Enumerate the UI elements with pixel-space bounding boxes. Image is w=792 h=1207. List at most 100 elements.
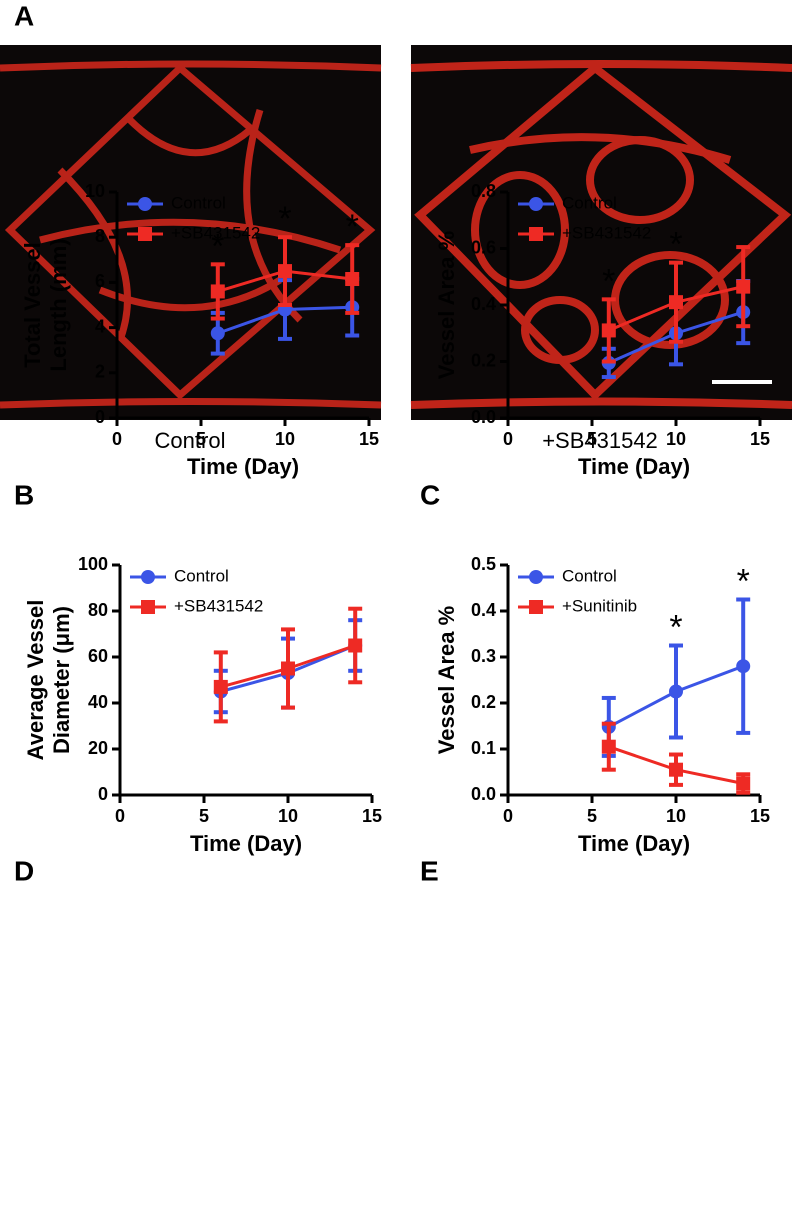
data-point [736, 659, 751, 674]
x-tick-label: 0 [503, 429, 513, 449]
legend-label: Control [562, 566, 617, 585]
y-tick-label: 6 [95, 271, 105, 291]
y-tick-label: 60 [88, 646, 108, 666]
y-tick-label: 40 [88, 692, 108, 712]
significance-marker: * [602, 262, 615, 300]
panel-label: C [420, 479, 440, 510]
x-tick-label: 0 [503, 806, 513, 826]
significance-marker: * [669, 608, 682, 646]
data-point [210, 326, 225, 341]
significance-marker: * [737, 562, 750, 600]
y-tick-label: 0.8 [471, 181, 496, 201]
data-point [278, 264, 292, 279]
y-axis-label: Diameter (μm) [49, 606, 74, 754]
y-tick-label: 0.3 [471, 646, 496, 666]
x-tick-label: 0 [112, 429, 122, 449]
data-point [345, 272, 360, 287]
legend-label: +SB431542 [174, 596, 263, 615]
y-tick-label: 0 [98, 784, 108, 804]
data-point [281, 661, 295, 676]
panel-label: A [14, 0, 34, 31]
legend-label: +SB431542 [171, 223, 260, 242]
y-axis-label: Total Vessel [20, 242, 45, 368]
y-tick-label: 0.4 [471, 600, 496, 620]
y-tick-label: 20 [88, 738, 108, 758]
data-point [736, 776, 751, 791]
y-tick-label: 4 [95, 316, 105, 336]
x-tick-label: 5 [587, 429, 597, 449]
y-tick-label: 0.5 [471, 554, 496, 574]
legend-label: Control [562, 193, 617, 212]
panel-label: B [14, 479, 34, 510]
legend-marker [529, 197, 543, 211]
x-tick-label: 15 [750, 806, 770, 826]
significance-marker: * [278, 200, 291, 238]
legend-marker [138, 197, 152, 211]
x-tick-label: 0 [115, 806, 125, 826]
data-point [601, 739, 616, 754]
data-point [669, 762, 683, 777]
legend-label: Control [171, 193, 226, 212]
significance-marker: * [346, 208, 359, 246]
data-point [213, 679, 228, 694]
data-point [669, 295, 683, 310]
data-point [348, 638, 363, 653]
y-tick-label: 80 [88, 600, 108, 620]
y-tick-label: 2 [95, 362, 105, 382]
y-tick-label: 0.4 [471, 294, 496, 314]
y-tick-label: 0.2 [471, 692, 496, 712]
data-point [669, 684, 683, 699]
chart: B 0 2 4 6 8 10 0 5 10 15 Time (Day) Total Vessel Leng… [14, 181, 379, 511]
x-tick-label: 15 [750, 429, 770, 449]
legend-label: +SB431542 [562, 223, 651, 242]
x-tick-label: 5 [199, 806, 209, 826]
y-tick-label: 0.0 [471, 784, 496, 804]
legend-label: +Sunitinib [562, 596, 637, 615]
x-tick-label: 15 [362, 806, 382, 826]
chart: D 0 20 40 60 80 100 0 5 10 15 Time (Day) Average Ves… [14, 554, 382, 887]
data-point [736, 279, 751, 294]
y-axis-label: Average Vessel [23, 600, 48, 761]
significance-marker: * [669, 226, 682, 264]
y-tick-label: 0.1 [471, 738, 496, 758]
x-tick-label: 15 [359, 429, 379, 449]
legend-marker [529, 600, 543, 614]
image-caption: Control [155, 428, 226, 453]
data-point [210, 284, 225, 299]
y-tick-label: 0.2 [471, 350, 496, 370]
legend-marker [529, 227, 543, 241]
x-tick-label: 10 [275, 429, 295, 449]
data-point [601, 323, 616, 338]
legend-marker [141, 600, 155, 614]
significance-marker: * [211, 227, 224, 265]
x-axis-label: Time (Day) [578, 831, 690, 856]
legend-marker [141, 570, 155, 584]
x-tick-label: 10 [666, 429, 686, 449]
x-axis-label: Time (Day) [187, 454, 299, 479]
chart: C 0.0 0.2 0.4 0.6 0.8 0 5 10 15 Time (Day) Vessel A… [420, 181, 770, 511]
y-tick-label: 0.0 [471, 407, 496, 427]
y-axis-label: Vessel Area % [434, 606, 459, 754]
y-tick-label: 100 [78, 554, 108, 574]
panel-label: E [420, 855, 439, 886]
y-axis-label: Length (mm) [46, 238, 71, 371]
legend-marker [529, 570, 543, 584]
x-tick-label: 5 [587, 806, 597, 826]
micrograph-control [0, 45, 382, 420]
image-caption: +SB431542 [542, 428, 658, 453]
legend-marker [138, 227, 152, 241]
y-tick-label: 0 [95, 407, 105, 427]
x-tick-label: 5 [196, 429, 206, 449]
x-tick-label: 10 [666, 806, 686, 826]
x-tick-label: 10 [278, 806, 298, 826]
y-tick-label: 10 [85, 181, 105, 201]
panel-label: D [14, 855, 34, 886]
y-tick-label: 8 [95, 226, 105, 246]
chart: E 0.0 0.1 0.2 0.3 0.4 0.5 0 5 10 15 Time (Day) Vesse… [420, 554, 770, 887]
y-tick-label: 0.6 [471, 237, 496, 257]
y-axis-label: Vessel Area % [434, 231, 459, 379]
x-axis-label: Time (Day) [190, 831, 302, 856]
legend-label: Control [174, 566, 229, 585]
x-axis-label: Time (Day) [578, 454, 690, 479]
